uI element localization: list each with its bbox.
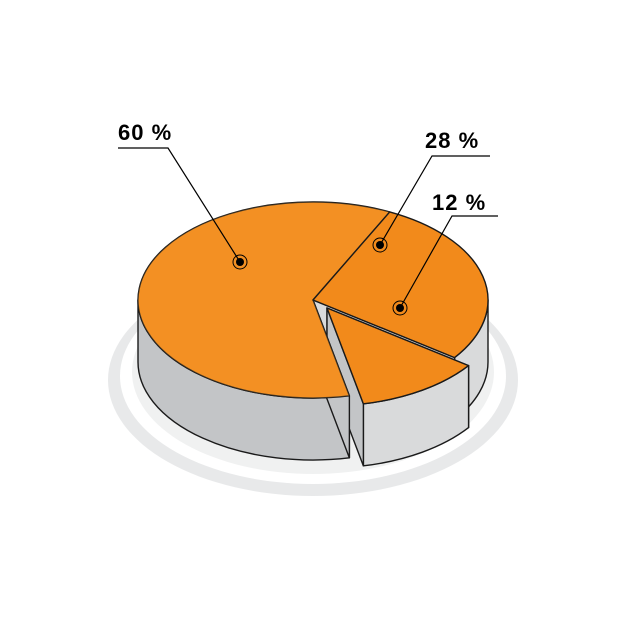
pie-chart: 60 % 28 % 12 % [0,0,626,626]
label-28: 28 % [425,128,479,154]
label-60: 60 % [118,120,172,146]
label-12: 12 % [432,190,486,216]
pie-chart-svg [0,0,626,626]
